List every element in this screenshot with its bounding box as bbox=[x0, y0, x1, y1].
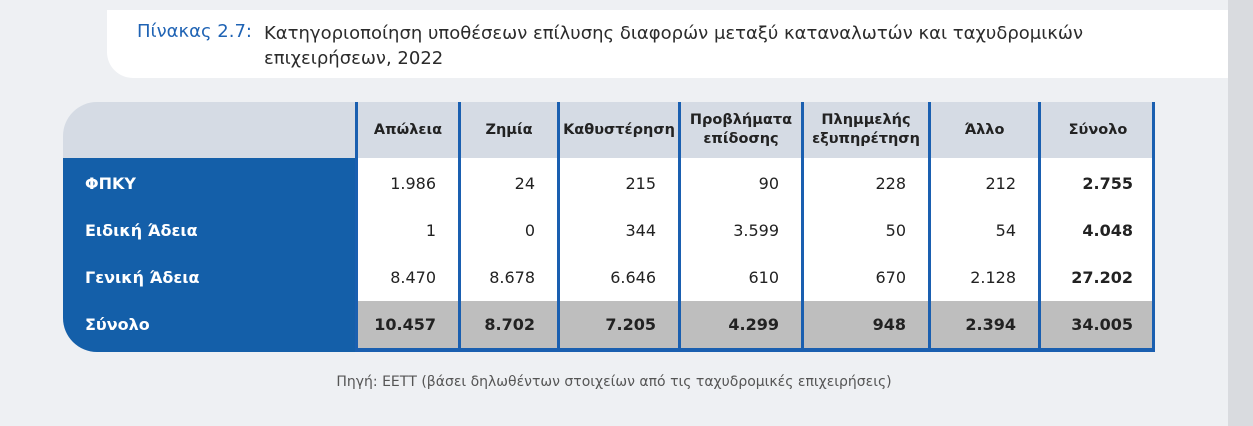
column-header: Προβλήματα επίδοσης bbox=[681, 102, 801, 158]
column-divider bbox=[557, 102, 560, 352]
table-cell: 10.457 bbox=[374, 315, 436, 334]
caption-line-1: Κατηγοριοποίηση υποθέσεων επίλυσης διαφο… bbox=[264, 23, 1084, 44]
table-cell: 228 bbox=[875, 174, 906, 193]
table-cell: 2.128 bbox=[970, 268, 1016, 287]
column-header: Καθυστέρηση bbox=[560, 102, 678, 158]
column-divider bbox=[928, 102, 931, 352]
table-cell: 4.299 bbox=[728, 315, 779, 334]
column-header: Σύνολο bbox=[1041, 102, 1155, 158]
table-cell: 212 bbox=[985, 174, 1016, 193]
table-bottom-border bbox=[355, 348, 1155, 352]
table-cell: 344 bbox=[625, 221, 656, 240]
row-header: Ειδική Άδεια bbox=[85, 221, 198, 240]
column-divider bbox=[801, 102, 804, 352]
table-cell: 8.702 bbox=[484, 315, 535, 334]
row-header: Γενική Άδεια bbox=[85, 268, 200, 287]
column-header: Ζημία bbox=[461, 102, 557, 158]
row-header: Σύνολο bbox=[85, 315, 150, 334]
caption-line-2: επιχειρήσεων, 2022 bbox=[264, 48, 444, 69]
table-cell: 8.678 bbox=[489, 268, 535, 287]
table-cell: 1 bbox=[425, 221, 436, 240]
table-corner bbox=[63, 102, 355, 158]
column-divider bbox=[678, 102, 681, 352]
column-divider bbox=[458, 102, 461, 352]
table-cell: 670 bbox=[875, 268, 906, 287]
table-cell: 2.755 bbox=[1082, 174, 1133, 193]
table-cell: 610 bbox=[748, 268, 779, 287]
row-header-column: ΦΠΚΥ Ειδική Άδεια Γενική Άδεια Σύνολο bbox=[63, 158, 355, 352]
column-header: Άλλο bbox=[931, 102, 1038, 158]
table-cell: 27.202 bbox=[1071, 268, 1133, 287]
table-cell: 215 bbox=[625, 174, 656, 193]
table-cell: 1.986 bbox=[390, 174, 436, 193]
table-cell: 54 bbox=[995, 221, 1016, 240]
table-cell: 3.599 bbox=[733, 221, 779, 240]
table-cell: 24 bbox=[514, 174, 535, 193]
table-cell: 90 bbox=[758, 174, 779, 193]
column-header: Απώλεια bbox=[358, 102, 458, 158]
right-gutter bbox=[1228, 0, 1253, 426]
table-body: Απώλεια Ζημία Καθυστέρηση Προβλήματα επίδοσ… bbox=[355, 102, 1155, 352]
total-row-band bbox=[355, 301, 1155, 348]
table-cell: 4.048 bbox=[1082, 221, 1133, 240]
data-table: ΦΠΚΥ Ειδική Άδεια Γενική Άδεια Σύνολο Απώλε… bbox=[63, 102, 1155, 352]
table-cell: 8.470 bbox=[390, 268, 436, 287]
table-cell: 0 bbox=[524, 221, 535, 240]
caption-text: Κατηγοριοποίηση υποθέσεων επίλυσης διαφο… bbox=[264, 21, 1164, 71]
column-header: Πλημμελής εξυπηρέτηση bbox=[804, 102, 928, 158]
table-cell: 7.205 bbox=[605, 315, 656, 334]
table-cell: 2.394 bbox=[965, 315, 1016, 334]
column-divider bbox=[355, 102, 358, 352]
row-header: ΦΠΚΥ bbox=[85, 174, 136, 193]
table-cell: 50 bbox=[885, 221, 906, 240]
table-cell: 6.646 bbox=[610, 268, 656, 287]
table-cell: 948 bbox=[872, 315, 906, 334]
caption-label: Πίνακας 2.7: bbox=[137, 21, 252, 42]
table-caption: Πίνακας 2.7: Κατηγοριοποίηση υποθέσεων ε… bbox=[107, 10, 1228, 78]
source-note: Πηγή: ΕΕΤΤ (βάσει δηλωθέντων στοιχείων α… bbox=[336, 374, 892, 390]
column-divider bbox=[1038, 102, 1041, 352]
table-cell: 34.005 bbox=[1071, 315, 1133, 334]
column-divider bbox=[1152, 102, 1155, 352]
